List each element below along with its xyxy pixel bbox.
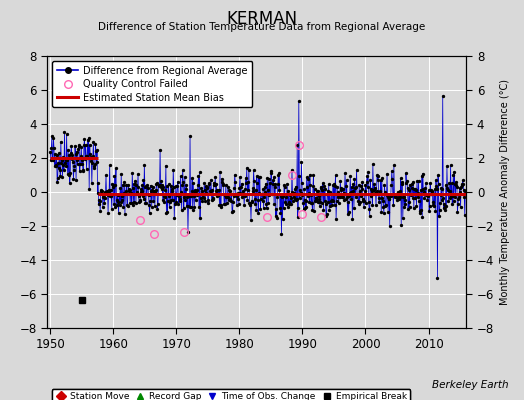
Legend: Station Move, Record Gap, Time of Obs. Change, Empirical Break: Station Move, Record Gap, Time of Obs. C…: [52, 389, 410, 400]
Text: Difference of Station Temperature Data from Regional Average: Difference of Station Temperature Data f…: [99, 22, 425, 32]
Text: KERMAN: KERMAN: [226, 10, 298, 28]
Y-axis label: Monthly Temperature Anomaly Difference (°C): Monthly Temperature Anomaly Difference (…: [500, 79, 510, 305]
Text: Berkeley Earth: Berkeley Earth: [432, 380, 508, 390]
